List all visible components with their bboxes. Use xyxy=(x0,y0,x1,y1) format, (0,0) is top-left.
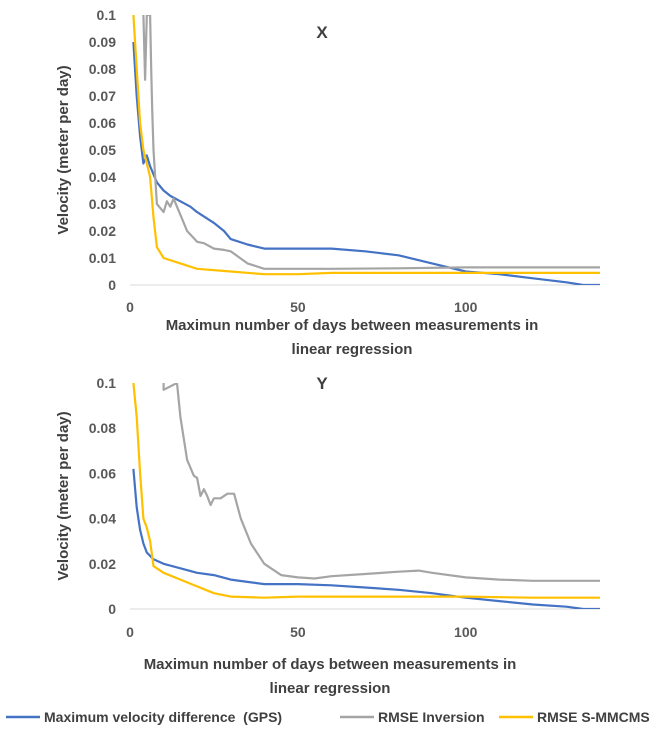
series-line-rmse-s-mmcms xyxy=(132,15,600,276)
y-axis-label: Velocity (meter per day) xyxy=(55,411,72,580)
x-tick-label: 0 xyxy=(126,299,134,315)
y-tick-label: 0.07 xyxy=(89,88,116,104)
y-tick-label: 0.1 xyxy=(97,375,117,391)
y-tick-label: 0.06 xyxy=(89,465,116,481)
y-tick-label: 0.09 xyxy=(89,34,116,50)
x-tick-label: 100 xyxy=(454,624,478,640)
series-line-maximum-velocity-difference-gps- xyxy=(132,41,600,285)
y-tick-label: 0.08 xyxy=(89,61,116,77)
legend: Maximum velocity difference (GPS) RMSE In… xyxy=(6,709,650,725)
y-tick-label: 0 xyxy=(108,601,116,617)
x-axis-label-line: linear regression xyxy=(292,341,413,358)
chart-title: X xyxy=(316,23,328,42)
y-tick-label: 0.05 xyxy=(89,142,116,158)
y-tick-label: 0.02 xyxy=(89,223,116,239)
x-axis-label-line: linear regression xyxy=(270,680,391,697)
legend-label: Maximum velocity difference (GPS) xyxy=(44,709,282,725)
y-axis-label: Velocity (meter per day) xyxy=(55,65,72,234)
series-line-rmse-s-mmcms xyxy=(132,383,600,599)
y-tick-label: 0.01 xyxy=(89,250,116,266)
x-axis-label-line: Maximun number of days between measureme… xyxy=(166,317,539,334)
series-line-rmse-inversion xyxy=(162,383,600,582)
series-line-rmse-inversion xyxy=(142,15,600,270)
y-tick-label: 0.08 xyxy=(89,420,116,436)
y-tick-label: 0.02 xyxy=(89,556,116,572)
y-tick-label: 0.03 xyxy=(89,196,116,212)
chart-x-panel: 0 0.01 0.02 0.03 0.04 0.05 0.06 0.07 0.08 0.09 0.1… xyxy=(55,7,600,358)
legend-label: RMSE Inversion xyxy=(378,709,485,725)
series-line-maximum-velocity-difference-gps- xyxy=(132,468,600,609)
y-tick-label: 0.06 xyxy=(89,115,116,131)
legend-label: RMSE S-MMCMS xyxy=(537,709,650,725)
x-tick-label: 50 xyxy=(290,299,306,315)
y-tick-label: 0.04 xyxy=(89,511,116,527)
chart-y-panel: 0 0.02 0.04 0.06 0.08 0.1 0 50 100 Y Velocity (met… xyxy=(55,374,600,697)
x-tick-label: 100 xyxy=(454,299,478,315)
y-tick-label: 0 xyxy=(108,277,116,293)
x-axis-label-line: Maximun number of days between measureme… xyxy=(144,656,517,673)
y-tick-label: 0.1 xyxy=(97,7,117,23)
chart-title: Y xyxy=(316,374,328,393)
y-tick-label: 0.04 xyxy=(89,169,116,185)
x-tick-label: 50 xyxy=(290,624,306,640)
x-tick-label: 0 xyxy=(126,624,134,640)
